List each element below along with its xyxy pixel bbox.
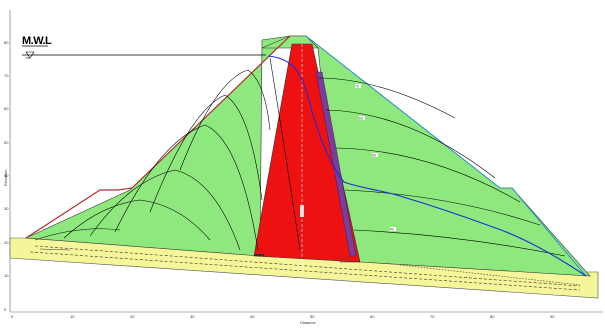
upstream-shell	[24, 35, 291, 257]
x-tick-label: 40	[250, 314, 255, 319]
drainage-blanket	[29, 245, 581, 291]
core-markers	[254, 205, 304, 256]
downstream-face	[305, 35, 587, 277]
x-axis-ticks: 0 10 20 30 40 50 60 70 80 90	[11, 314, 555, 319]
x-tick-label: 10	[70, 314, 75, 319]
upstream-face	[25, 35, 291, 239]
contour-label: 70	[355, 85, 359, 89]
filter-zone	[315, 71, 357, 257]
y-tick-label: 10	[4, 273, 9, 278]
y-tick-label: 50	[4, 140, 9, 145]
x-tick-label: 60	[370, 314, 375, 319]
x-tick-label: 20	[130, 314, 135, 319]
contour-labels: 70 60 50 40	[355, 84, 396, 232]
x-tick-label: 0	[11, 314, 14, 319]
contour-label: 60	[359, 117, 363, 121]
y-tick-label: 40	[4, 173, 9, 178]
y-tick-label: 80	[4, 40, 9, 45]
phreatic-line	[267, 55, 587, 277]
y-tick-label: 0	[4, 307, 7, 312]
x-tick-label: 90	[550, 314, 555, 319]
contour-label: 50	[372, 154, 376, 158]
x-tick-label: 30	[190, 314, 195, 319]
y-axis-ticks: 0 10 20 30 40 50 60 70 80	[4, 40, 9, 312]
y-tick-label: 60	[4, 106, 9, 111]
y-tick-label: 70	[4, 73, 9, 78]
impervious-core	[253, 43, 361, 263]
x-axis-title: Distance	[300, 320, 316, 325]
y-axis-title: Elevation	[3, 170, 8, 186]
contour-label: 40	[390, 228, 394, 232]
water-level-label: M.W.L	[22, 35, 52, 47]
y-tick-label: 20	[4, 240, 9, 245]
plot-axes	[9, 10, 603, 313]
equipotential-lines	[34, 57, 566, 257]
water-level-symbol	[25, 51, 35, 59]
x-tick-label: 80	[490, 314, 495, 319]
x-tick-label: 70	[430, 314, 435, 319]
x-tick-label: 50	[310, 314, 315, 319]
y-tick-label: 30	[4, 206, 9, 211]
